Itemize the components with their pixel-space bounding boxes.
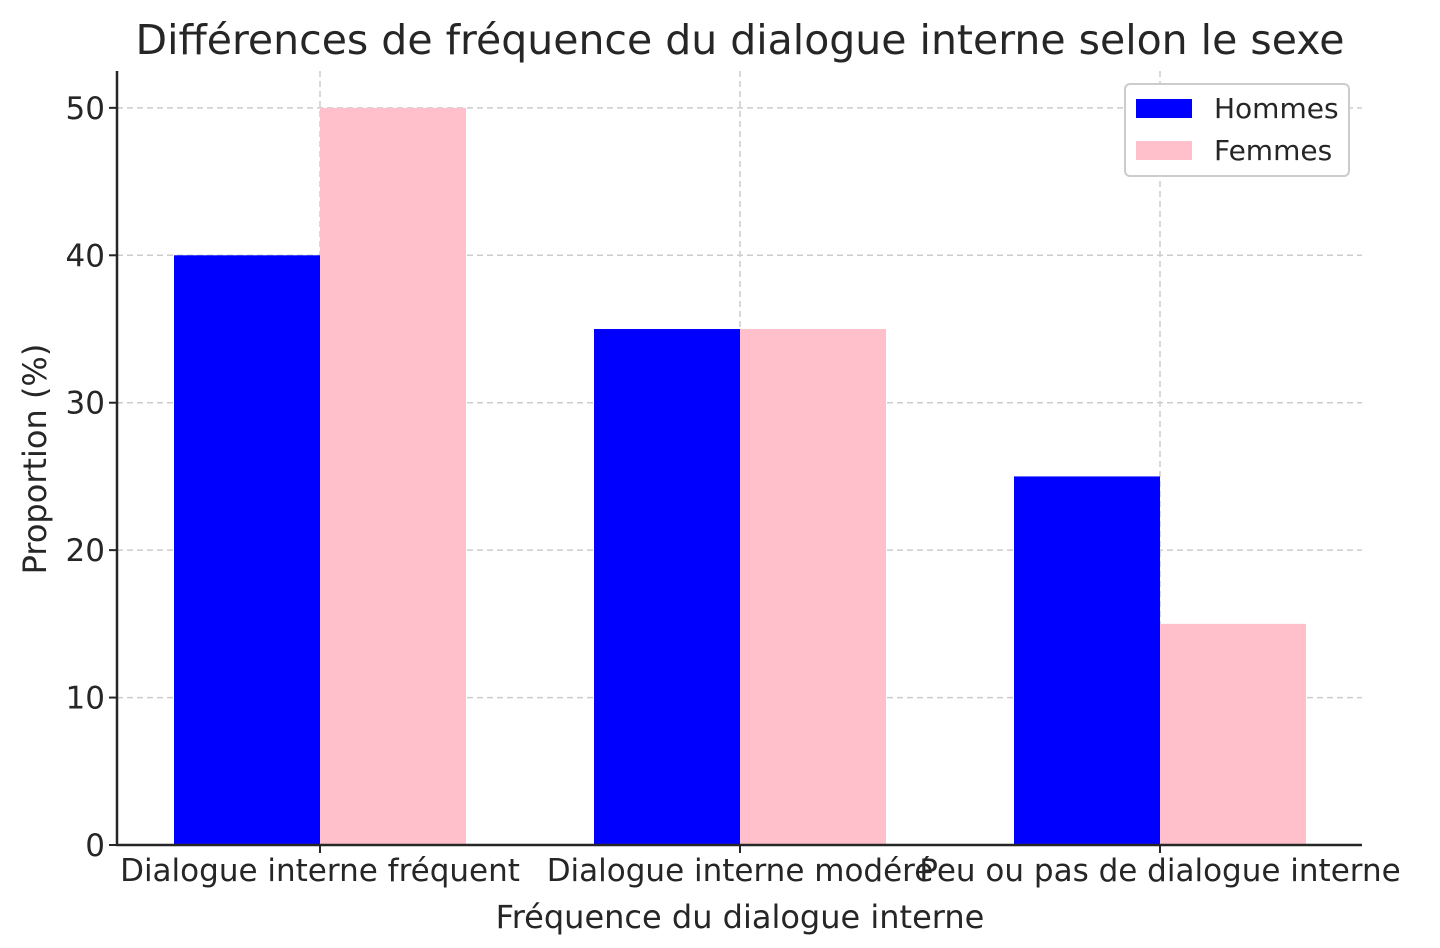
- y-tick-label: 40: [66, 238, 105, 274]
- bar-hommes-1: [174, 255, 320, 846]
- y-tick-label: 30: [66, 386, 105, 422]
- y-tick-label: 50: [66, 91, 105, 127]
- x-tick-label: Peu ou pas de dialogue interne: [919, 853, 1400, 889]
- x-axis-label: Fréquence du dialogue interne: [496, 898, 985, 936]
- y-ticks: 0 10 20 30 40 50: [66, 91, 117, 864]
- y-axis-label: Proportion (%): [16, 344, 54, 575]
- y-tick-label: 0: [85, 828, 105, 864]
- bar-femmes-3: [1160, 623, 1306, 845]
- legend-swatch-femmes: [1136, 141, 1192, 160]
- y-tick-label: 20: [66, 533, 105, 569]
- legend-swatch-hommes: [1136, 99, 1192, 118]
- bar-hommes-3: [1014, 476, 1160, 845]
- y-tick-label: 10: [66, 681, 105, 717]
- bar-hommes-2: [594, 329, 740, 845]
- x-ticks: Dialogue interne fréquent Dialogue intern…: [120, 845, 1401, 889]
- x-tick-label: Dialogue interne fréquent: [120, 853, 520, 889]
- x-tick-label: Dialogue interne modéré: [547, 853, 934, 889]
- bar-femmes-1: [320, 107, 466, 846]
- legend-label-hommes: Hommes: [1214, 92, 1339, 125]
- legend-label-femmes: Femmes: [1214, 134, 1332, 167]
- bar-femmes-2: [740, 329, 886, 845]
- chart-title: Différences de fréquence du dialogue int…: [136, 16, 1345, 64]
- legend: Hommes Femmes: [1124, 83, 1350, 177]
- bars: [174, 107, 1306, 846]
